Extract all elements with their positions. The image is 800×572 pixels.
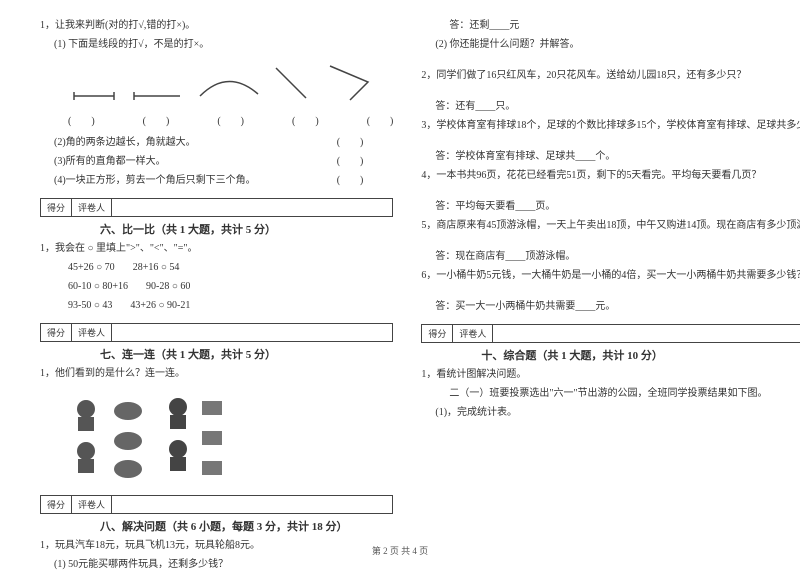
score-label: 得分 xyxy=(41,324,72,341)
section-10-title: 十、综合题（共 1 大题，共计 10 分） xyxy=(421,347,800,363)
cmp-1a[interactable]: 45+26 ○ 70 xyxy=(68,262,115,273)
connect-picture xyxy=(68,391,228,481)
q1-sub4: (4)一块正方形，剪去一个角后只剩下三个角。( ) xyxy=(40,173,393,188)
sec10-stem: 1，看统计图解决问题。 xyxy=(421,367,800,382)
score-label: 得分 xyxy=(41,496,72,513)
score-box-6: 得分 评卷人 xyxy=(40,198,393,217)
ans-4: 答：平均每天要看____页。 xyxy=(421,199,800,214)
cmp-3b[interactable]: 43+26 ○ 90-21 xyxy=(130,300,190,311)
ans-6: 答：买一大一小两桶牛奶共需要____元。 xyxy=(421,299,800,314)
paren-4[interactable]: ( ) xyxy=(292,112,319,127)
q3: 3，学校体育室有排球18个，足球的个数比排球多15个，学校体育室有排球、足球共多… xyxy=(421,118,800,133)
cmp-1b[interactable]: 28+16 ○ 54 xyxy=(133,262,180,273)
paren-sub2[interactable]: ( ) xyxy=(337,135,364,150)
cmp-2b[interactable]: 90-28 ○ 60 xyxy=(146,281,190,292)
score-box-8: 得分 评卷人 xyxy=(40,495,393,514)
q2: 2，同学们做了16只红风车，20只花风车。送给幼儿园18只，还有多少只？ xyxy=(421,68,800,83)
q1-sub1: (1) 下面是线段的打√，不是的打×。 xyxy=(40,37,393,52)
cmp-3a[interactable]: 93-50 ○ 43 xyxy=(68,300,112,311)
ans-5: 答：现在商店有____顶游泳帽。 xyxy=(421,249,800,264)
paren-5[interactable]: ( ) xyxy=(367,112,394,127)
paren-row: ( ) ( ) ( ) ( ) ( ) xyxy=(40,112,393,127)
sec6-stem: 1，我会在 ○ 里填上">"、"<"、"="。 xyxy=(40,241,393,256)
grader-label: 评卷人 xyxy=(453,325,493,342)
section-7-title: 七、连一连（共 1 大题，共计 5 分） xyxy=(40,346,393,362)
paren-2[interactable]: ( ) xyxy=(143,112,170,127)
paren-1[interactable]: ( ) xyxy=(68,112,95,127)
score-blank[interactable] xyxy=(112,496,146,513)
section-8-title: 八、解决问题（共 6 小题，每题 3 分，共计 18 分） xyxy=(40,518,393,534)
sec10-l3: (1)，完成统计表。 xyxy=(421,405,800,420)
score-box-7: 得分 评卷人 xyxy=(40,323,393,342)
score-blank[interactable] xyxy=(112,324,146,341)
paren-sub3[interactable]: ( ) xyxy=(337,154,364,169)
score-blank[interactable] xyxy=(493,325,527,342)
score-box-10: 得分 评卷人 xyxy=(421,324,800,343)
line-segment-shapes xyxy=(68,60,388,104)
ans-3: 答：学校体育室有排球、足球共____个。 xyxy=(421,149,800,164)
sec7-stem: 1，他们看到的是什么？连一连。 xyxy=(40,366,393,381)
q1-sub2: (2)角的两条边越长，角就越大。( ) xyxy=(40,135,393,150)
q5: 5，商店原来有45顶游泳帽，一天上午卖出18顶，中午又购进14顶。现在商店有多少… xyxy=(421,218,800,233)
score-blank[interactable] xyxy=(112,199,146,216)
q6: 6，一小桶牛奶5元钱，一大桶牛奶是一小桶的4倍，买一大一小两桶牛奶共需要多少钱？ xyxy=(421,268,800,283)
grader-label: 评卷人 xyxy=(72,199,112,216)
q1-sub3: (3)所有的直角都一样大。( ) xyxy=(40,154,393,169)
q1-stem: 1，让我来判断(对的打√,错的打×)。 xyxy=(40,18,393,33)
section-6-title: 六、比一比（共 1 大题，共计 5 分） xyxy=(40,221,393,237)
ans-2: 答：还有____只。 xyxy=(421,99,800,114)
grader-label: 评卷人 xyxy=(72,324,112,341)
q4: 4，一本书共96页，花花已经看完51页，剩下的5天看完。平均每天要看几页？ xyxy=(421,168,800,183)
grader-label: 评卷人 xyxy=(72,496,112,513)
cmp-2a[interactable]: 60-10 ○ 80+16 xyxy=(68,281,128,292)
ans-1-1: 答：还剩____元 xyxy=(421,18,800,33)
page-footer: 第 2 页 共 4 页 xyxy=(0,544,800,557)
score-label: 得分 xyxy=(41,199,72,216)
q1-sub2r: (2) 你还能提什么问题？并解答。 xyxy=(421,37,800,52)
sec10-l2: 二（一）班要投票选出"六一"节出游的公园，全班同学投票结果如下图。 xyxy=(421,386,800,401)
paren-3[interactable]: ( ) xyxy=(217,112,244,127)
paren-sub4[interactable]: ( ) xyxy=(337,173,364,188)
score-label: 得分 xyxy=(422,325,453,342)
